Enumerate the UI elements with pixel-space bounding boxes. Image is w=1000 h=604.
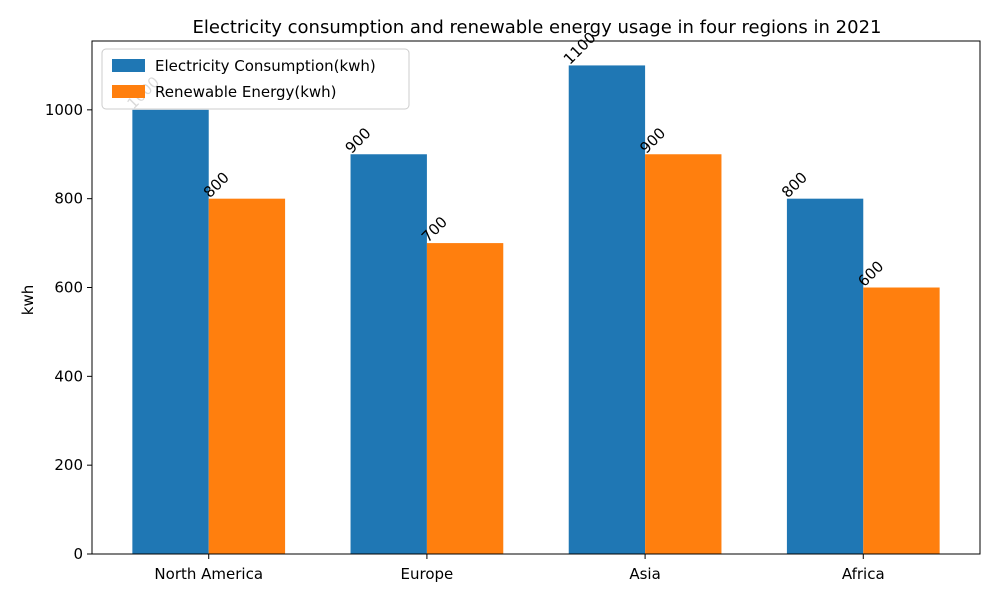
legend-label: Renewable Energy(kwh) bbox=[155, 83, 337, 101]
x-tick-label: North America bbox=[154, 565, 263, 583]
y-tick-label: 600 bbox=[54, 279, 83, 297]
y-tick-label: 200 bbox=[54, 456, 83, 474]
legend-label: Electricity Consumption(kwh) bbox=[155, 57, 376, 75]
y-tick-label: 0 bbox=[73, 545, 83, 563]
bar-electricity-asia[interactable] bbox=[568, 65, 646, 554]
x-tick-label: Asia bbox=[629, 565, 660, 583]
bar-electricity-europe[interactable] bbox=[350, 154, 427, 554]
y-tick-label: 800 bbox=[54, 190, 83, 208]
bars-layer bbox=[132, 65, 940, 555]
bar-electricity-africa[interactable] bbox=[786, 198, 864, 554]
y-tick-label: 1000 bbox=[45, 101, 83, 119]
plot-frame bbox=[91, 40, 981, 555]
data-label: 800 bbox=[778, 169, 811, 202]
legend-swatch bbox=[112, 59, 145, 72]
legend[interactable]: Electricity Consumption(kwh) Renewable En… bbox=[101, 48, 410, 110]
bar-renewable-europe[interactable] bbox=[426, 243, 504, 554]
axes-layer: 0 200 400 600 800 1000 North America Europe Asia… bbox=[45, 40, 981, 583]
legend-swatch bbox=[112, 85, 145, 98]
chart-title: Electricity consumption and renewable en… bbox=[193, 17, 882, 38]
bar-electricity-north-america[interactable] bbox=[132, 109, 209, 555]
y-axis-label: kwh bbox=[19, 285, 37, 315]
x-tick-label: Africa bbox=[842, 565, 885, 583]
x-tick-label: Europe bbox=[401, 565, 454, 583]
legend-box bbox=[101, 48, 410, 110]
bar-renewable-africa[interactable] bbox=[863, 287, 940, 554]
y-tick-label: 400 bbox=[54, 367, 83, 385]
bar-renewable-north-america[interactable] bbox=[208, 198, 286, 554]
data-label: 900 bbox=[342, 124, 375, 157]
bar-renewable-asia[interactable] bbox=[645, 154, 722, 554]
